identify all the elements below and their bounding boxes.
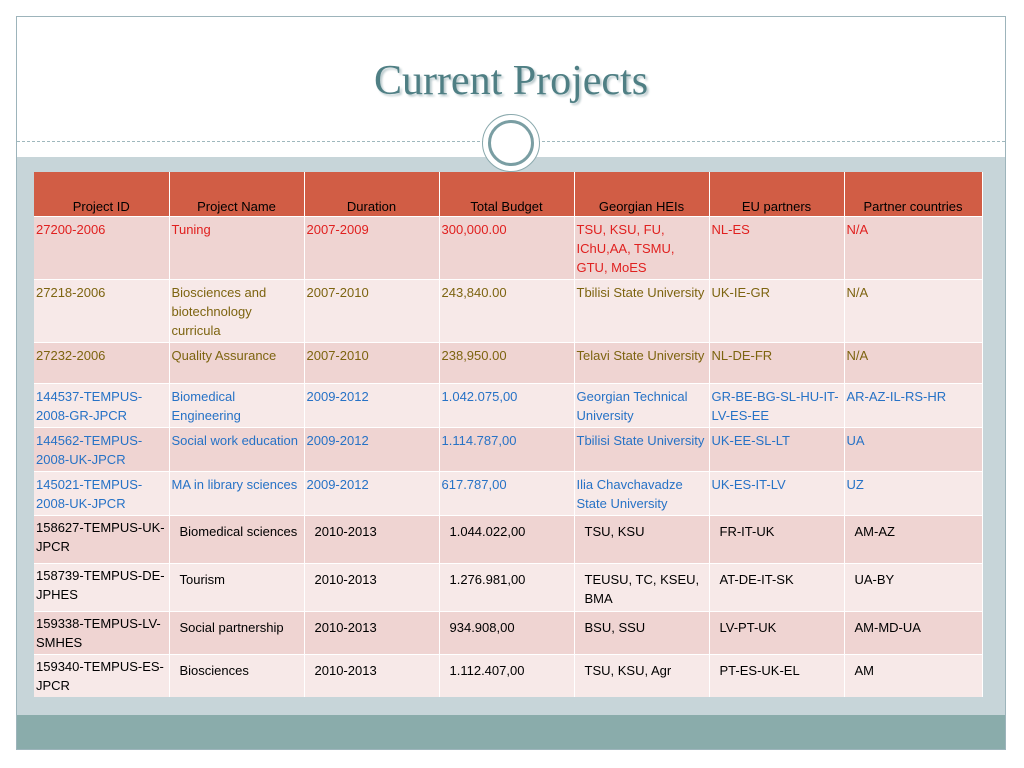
slide-title: Current Projects	[373, 58, 649, 104]
cell-partner-countries: UZ	[844, 471, 983, 516]
cell-project-id: 27200-2006	[34, 216, 170, 280]
cell-georgian-heis: TSU, KSU, Agr	[574, 654, 710, 697]
projects-table: Project ID Project Name Duration Total B…	[34, 172, 983, 697]
ring-ornament-inner	[488, 120, 534, 166]
cell-duration: 2007-2010	[304, 342, 440, 384]
table-row: 144562-TEMPUS-2008-UK-JPCR Social work e…	[34, 427, 983, 472]
cell-georgian-heis: Ilia Chavchavadze State University	[574, 471, 710, 516]
cell-project-name: Quality Assurance	[169, 342, 305, 384]
cell-project-id: 144537-TEMPUS-2008-GR-JPCR	[34, 383, 170, 428]
table-header-row: Project ID Project Name Duration Total B…	[34, 172, 983, 217]
slide-frame: Current Projects Project ID Project Name…	[16, 16, 1006, 750]
cell-georgian-heis: TSU, KSU	[574, 515, 710, 564]
cell-project-id: 27232-2006	[34, 342, 170, 384]
header-georgian-heis: Georgian HEIs	[574, 172, 710, 217]
cell-partner-countries: N/A	[844, 279, 983, 343]
cell-duration: 2007-2009	[304, 216, 440, 280]
cell-eu-partners: GR-BE-BG-SL-HU-IT-LV-ES-EE	[709, 383, 845, 428]
cell-duration: 2010-2013	[304, 611, 440, 655]
cell-total-budget: 300,000.00	[439, 216, 575, 280]
cell-project-id: 159340-TEMPUS-ES-JPCR	[34, 654, 170, 697]
cell-partner-countries: AR-AZ-IL-RS-HR	[844, 383, 983, 428]
table-row: 144537-TEMPUS-2008-GR-JPCR Biomedical En…	[34, 383, 983, 428]
cell-partner-countries: AM-MD-UA	[844, 611, 983, 655]
cell-project-id: 144562-TEMPUS-2008-UK-JPCR	[34, 427, 170, 472]
cell-duration: 2010-2013	[304, 654, 440, 697]
cell-duration: 2010-2013	[304, 515, 440, 564]
cell-eu-partners: PT-ES-UK-EL	[709, 654, 845, 697]
cell-project-name: Biomedical sciences	[169, 515, 305, 564]
cell-project-id: 159338-TEMPUS-LV-SMHES	[34, 611, 170, 655]
cell-eu-partners: UK-ES-IT-LV	[709, 471, 845, 516]
cell-total-budget: 243,840.00	[439, 279, 575, 343]
cell-total-budget: 238,950.00	[439, 342, 575, 384]
header-duration: Duration	[304, 172, 440, 217]
cell-georgian-heis: Georgian Technical University	[574, 383, 710, 428]
cell-eu-partners: AT-DE-IT-SK	[709, 563, 845, 612]
cell-eu-partners: FR-IT-UK	[709, 515, 845, 564]
cell-total-budget: 617.787,00	[439, 471, 575, 516]
table-row: 159340-TEMPUS-ES-JPCR Biosciences 2010-2…	[34, 654, 983, 697]
cell-eu-partners: NL-ES	[709, 216, 845, 280]
header-total-budget: Total Budget	[439, 172, 575, 217]
cell-partner-countries: AM	[844, 654, 983, 697]
bottom-bar	[17, 715, 1005, 749]
cell-total-budget: 1.114.787,00	[439, 427, 575, 472]
cell-eu-partners: UK-EE-SL-LT	[709, 427, 845, 472]
cell-total-budget: 1.044.022,00	[439, 515, 575, 564]
table-row: 27218-2006 Biosciences and biotechnology…	[34, 279, 983, 343]
cell-georgian-heis: Tbilisi State University	[574, 427, 710, 472]
header-project-name: Project Name	[169, 172, 305, 217]
cell-partner-countries: UA-BY	[844, 563, 983, 612]
table-row: 159338-TEMPUS-LV-SMHES Social partnershi…	[34, 611, 983, 655]
cell-project-id: 27218-2006	[34, 279, 170, 343]
cell-project-name: Biosciences	[169, 654, 305, 697]
header-project-id: Project ID	[34, 172, 170, 217]
cell-project-name: MA in library sciences	[169, 471, 305, 516]
header-partner-countries: Partner countries	[844, 172, 983, 217]
table-row: 145021-TEMPUS-2008-UK-JPCR MA in library…	[34, 471, 983, 516]
cell-project-name: Biomedical Engineering	[169, 383, 305, 428]
cell-duration: 2009-2012	[304, 471, 440, 516]
cell-project-id: 145021-TEMPUS-2008-UK-JPCR	[34, 471, 170, 516]
cell-eu-partners: LV-PT-UK	[709, 611, 845, 655]
cell-eu-partners: UK-IE-GR	[709, 279, 845, 343]
cell-duration: 2009-2012	[304, 383, 440, 428]
cell-total-budget: 1.112.407,00	[439, 654, 575, 697]
cell-partner-countries: AM-AZ	[844, 515, 983, 564]
cell-project-name: Tuning	[169, 216, 305, 280]
cell-project-name: Social partnership	[169, 611, 305, 655]
header-eu-partners: EU partners	[709, 172, 845, 217]
table-row: 27200-2006 Tuning 2007-2009 300,000.00 T…	[34, 216, 983, 280]
cell-georgian-heis: TEUSU, TC, KSEU, BMA	[574, 563, 710, 612]
cell-eu-partners: NL-DE-FR	[709, 342, 845, 384]
cell-partner-countries: UA	[844, 427, 983, 472]
cell-total-budget: 934.908,00	[439, 611, 575, 655]
cell-project-id: 158627-TEMPUS-UK-JPCR	[34, 515, 170, 564]
cell-project-name: Biosciences and biotechnology curricula	[169, 279, 305, 343]
cell-total-budget: 1.276.981,00	[439, 563, 575, 612]
cell-total-budget: 1.042.075,00	[439, 383, 575, 428]
cell-georgian-heis: Tbilisi State University	[574, 279, 710, 343]
table-row: 158627-TEMPUS-UK-JPCR Biomedical science…	[34, 515, 983, 564]
cell-duration: 2009-2012	[304, 427, 440, 472]
cell-georgian-heis: Telavi State University	[574, 342, 710, 384]
cell-project-name: Tourism	[169, 563, 305, 612]
cell-project-id: 158739-TEMPUS-DE-JPHES	[34, 563, 170, 612]
cell-partner-countries: N/A	[844, 342, 983, 384]
table-row: 158739-TEMPUS-DE-JPHES Tourism 2010-2013…	[34, 563, 983, 612]
table-row: 27232-2006 Quality Assurance 2007-2010 2…	[34, 342, 983, 384]
cell-duration: 2007-2010	[304, 279, 440, 343]
cell-partner-countries: N/A	[844, 216, 983, 280]
cell-georgian-heis: BSU, SSU	[574, 611, 710, 655]
ring-ornament-icon	[482, 114, 540, 172]
cell-duration: 2010-2013	[304, 563, 440, 612]
cell-georgian-heis: TSU, KSU, FU, IChU,AA, TSMU, GTU, MoES	[574, 216, 710, 280]
cell-project-name: Social work education	[169, 427, 305, 472]
